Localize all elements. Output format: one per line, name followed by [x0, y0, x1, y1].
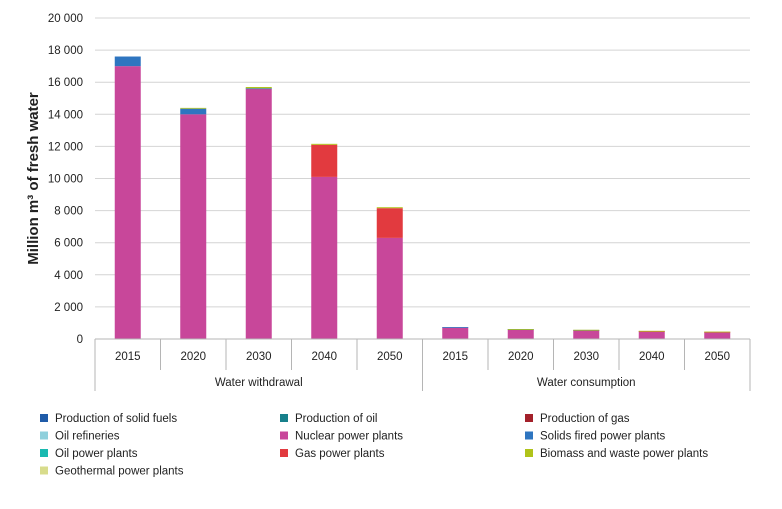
- x-tick-label: 2030: [246, 351, 272, 363]
- bar-segment: [245, 88, 272, 90]
- bar-segment: [573, 330, 600, 339]
- bar-segment: [638, 330, 665, 332]
- legend-swatch: [40, 449, 48, 457]
- bar-segment: [376, 237, 403, 339]
- legend-label: Production of gas: [540, 413, 630, 425]
- legend-label: Geothermal power plants: [55, 466, 184, 478]
- legend-swatch: [40, 414, 48, 422]
- axes: 0 2 000 4 000 6 000 8 000 10 000 12 000 14 000 1…: [25, 13, 751, 391]
- legend-label: Production of oil: [295, 413, 377, 425]
- bar-segment: [704, 331, 731, 333]
- x-tick-label: 2050: [704, 351, 730, 363]
- legend-swatch: [40, 466, 48, 475]
- bar-segment: [311, 143, 338, 145]
- legend-label: Solids fired power plants: [540, 431, 666, 443]
- y-tick-label: 16 000: [48, 77, 83, 89]
- x-tick-label: 2040: [311, 351, 337, 363]
- y-tick-label: 6 000: [54, 238, 83, 250]
- bar-segment: [638, 331, 665, 339]
- bar-segment: [114, 66, 141, 340]
- y-tick-label: 8 000: [54, 206, 83, 218]
- y-tick-label: 20 000: [48, 13, 83, 25]
- legend-swatch: [525, 414, 533, 422]
- bar-segment: [442, 327, 469, 339]
- x-tick-label: 2040: [639, 351, 665, 363]
- x-tick-label: 2050: [377, 351, 403, 363]
- bar-segment: [507, 329, 534, 330]
- group-label: Water withdrawal: [215, 377, 303, 389]
- legend: Production of solid fuels Production of o…: [40, 413, 708, 478]
- legend-label: Production of solid fuels: [55, 413, 177, 425]
- bar-segment: [311, 144, 338, 177]
- legend-swatch: [525, 449, 533, 457]
- y-tick-label: 0: [77, 334, 83, 346]
- legend-swatch: [280, 449, 288, 457]
- x-tick-label: 2015: [442, 351, 468, 363]
- y-tick-label: 18 000: [48, 45, 83, 57]
- legend-swatch: [280, 414, 288, 422]
- y-axis-title: Million m³ of fresh water: [25, 92, 42, 265]
- bar-segment: [245, 88, 272, 340]
- y-tick-label: 10 000: [48, 174, 83, 186]
- legend-swatch: [525, 431, 533, 440]
- bar-segment: [114, 56, 141, 67]
- x-tick-label: 2020: [508, 351, 534, 363]
- bar-segment: [245, 87, 272, 89]
- y-tick-label: 14 000: [48, 109, 83, 121]
- legend-swatch: [40, 431, 48, 440]
- bar-segment: [704, 332, 731, 339]
- bar-segment: [507, 329, 534, 339]
- bar-segment: [180, 114, 207, 339]
- y-tick-label: 4 000: [54, 270, 83, 282]
- legend-label: Oil refineries: [55, 431, 120, 443]
- bar-segment: [442, 327, 469, 328]
- x-tick-label: 2015: [115, 351, 141, 363]
- y-tick-label: 2 000: [54, 302, 83, 314]
- x-tick-label: 2020: [180, 351, 206, 363]
- legend-label: Gas power plants: [295, 448, 385, 460]
- bar-segment: [573, 329, 600, 331]
- bars: [114, 56, 731, 340]
- group-label: Water consumption: [537, 377, 636, 389]
- bar-segment: [311, 176, 338, 339]
- legend-label: Oil power plants: [55, 448, 138, 460]
- x-tick-label: 2030: [573, 351, 599, 363]
- legend-label: Biomass and waste power plants: [540, 448, 708, 460]
- bar-segment: [376, 207, 403, 209]
- bar-segment: [180, 108, 207, 115]
- legend-label: Nuclear power plants: [295, 431, 403, 443]
- bar-segment: [180, 107, 207, 109]
- legend-swatch: [280, 431, 288, 440]
- bar-segment: [376, 208, 403, 238]
- y-tick-label: 12 000: [48, 141, 83, 153]
